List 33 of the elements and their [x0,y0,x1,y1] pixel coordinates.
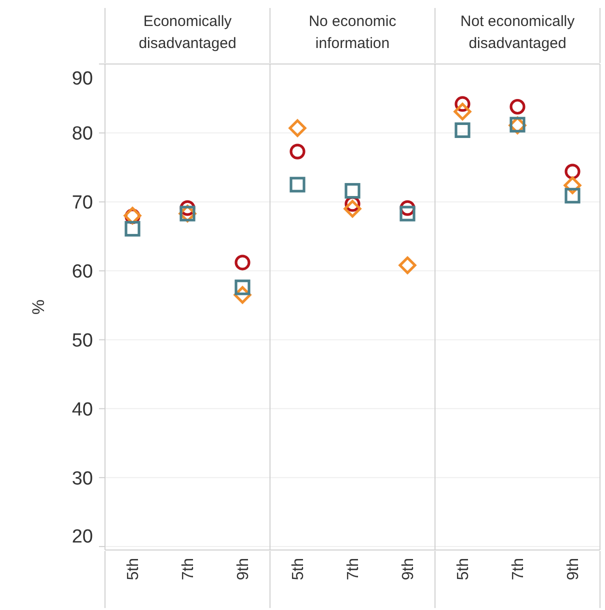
point [398,256,416,274]
x-tick-label: 5th [290,558,308,580]
x-tick-label: 9th [235,558,252,580]
point [510,98,526,115]
y-tick-label: 60 [72,261,93,282]
point [344,200,362,218]
y-axis-title: % [28,299,48,315]
point [290,144,306,160]
y-tick-label: 80 [72,124,93,145]
chart-title: No economic information [308,13,397,52]
point [564,164,580,180]
y-tick-label: 90 [72,68,93,90]
x-tick-label: 9th [565,558,582,580]
point [564,188,580,204]
x-tick-label: 9th [400,558,418,580]
x-tick-label: 7th [510,558,528,580]
point [400,206,416,222]
point [454,102,472,120]
x-tick-label: 5th [455,558,472,580]
chart-title: Economically disadvantaged [138,13,236,52]
point [454,122,470,138]
x-tick-label: 5th [125,558,142,580]
y-tick-label: 20 [72,526,93,548]
x-tick-label: 7th [180,558,198,580]
chart-title: Not economically disadvantaged [460,13,576,52]
y-tick-label: 40 [72,399,93,420]
y-tick-label: 50 [72,330,93,352]
y-tick-label: 30 [72,468,93,490]
point [344,183,360,199]
point [290,176,306,192]
x-tick-label: 7th [345,558,362,580]
point [288,119,306,137]
y-tick-label: 70 [72,192,93,214]
